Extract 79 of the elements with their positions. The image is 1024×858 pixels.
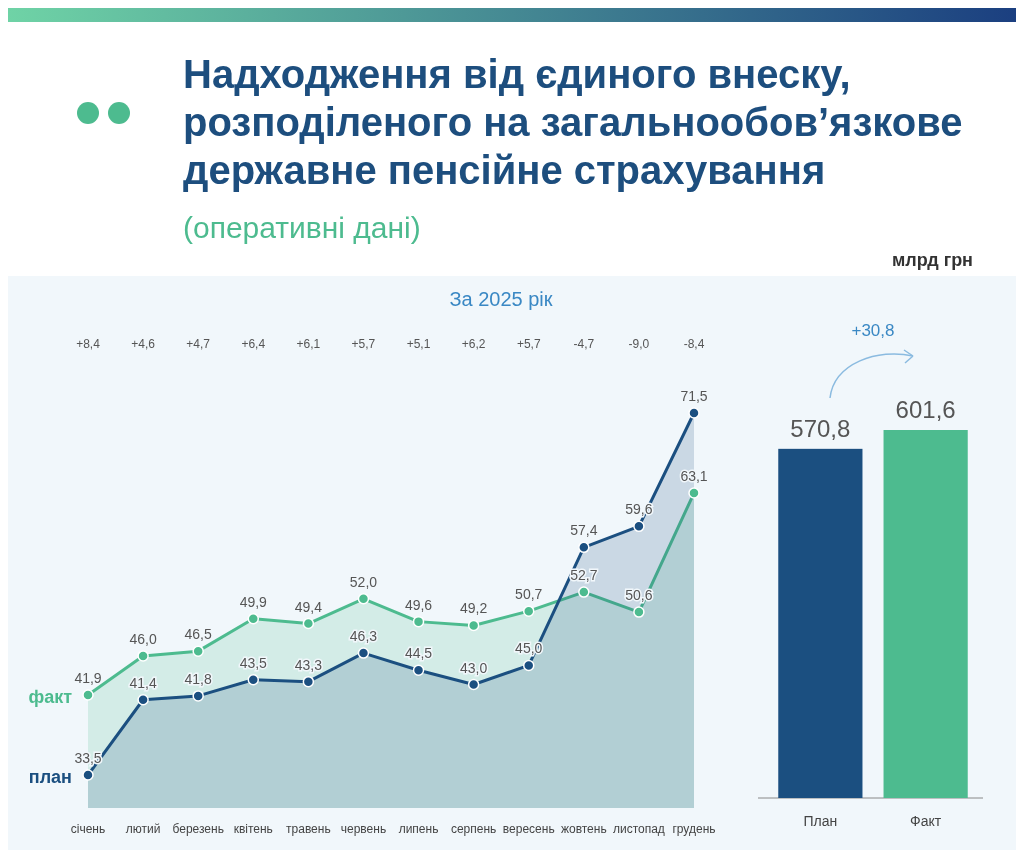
- series-label: план: [28, 767, 72, 787]
- point: [137, 693, 149, 706]
- data-label: 46,3: [349, 628, 378, 645]
- text: +5,7: [351, 337, 376, 351]
- x-tick-label: травень: [286, 822, 331, 836]
- data-label: 52,7: [570, 567, 598, 584]
- data-label: 71,5: [680, 388, 708, 404]
- data-label: 41,4: [129, 674, 157, 691]
- point: [137, 650, 149, 662]
- point: [633, 520, 645, 533]
- data-label: 50,7: [515, 586, 543, 603]
- point: [247, 613, 260, 625]
- data-label: 44,5: [404, 645, 433, 662]
- point: [578, 586, 590, 598]
- point: [82, 769, 94, 781]
- x-tick-label: Факт: [910, 813, 942, 829]
- data-label: 46,5: [184, 626, 213, 643]
- x-tick-label: лютий: [125, 822, 161, 836]
- point: [357, 647, 370, 659]
- data-label: 41,9: [74, 669, 102, 686]
- point: [302, 617, 315, 630]
- x-tick-label: січень: [70, 822, 106, 836]
- point: [82, 689, 94, 701]
- x-tick-label: квітень: [233, 822, 273, 836]
- text: млрд грн: [891, 250, 973, 270]
- point: [247, 673, 260, 686]
- x-tick-label: серпень: [450, 822, 497, 836]
- point: [192, 690, 204, 702]
- x-tick-label: березень: [172, 822, 224, 836]
- point: [412, 615, 425, 628]
- point: [688, 487, 700, 499]
- data-label: 52,0: [349, 573, 378, 590]
- data-label: 570,8: [790, 414, 851, 442]
- text: +6,1: [296, 337, 321, 351]
- text: +5,7: [516, 337, 541, 351]
- text: +6,2: [461, 337, 486, 351]
- x-tick-label: листопад: [612, 822, 665, 836]
- text: +5,1: [406, 337, 431, 351]
- x-tick-label: План: [803, 813, 838, 829]
- data-label: 41,8: [184, 670, 213, 687]
- data-label: 43,3: [294, 656, 323, 673]
- data-label: 43,5: [239, 654, 268, 671]
- data-label: 601,6: [895, 396, 956, 423]
- x-tick-label: жовтень: [560, 822, 607, 836]
- text: +4,7: [186, 337, 211, 351]
- x-tick-label: грудень: [672, 822, 716, 836]
- x-tick-label: червень: [340, 822, 387, 836]
- point: [578, 541, 590, 554]
- text: За 2025 рік: [449, 288, 553, 310]
- data-label: 46,0: [129, 630, 157, 647]
- text: -9,0: [628, 337, 650, 351]
- text: -8,4: [683, 337, 705, 351]
- data-label: 49,2: [460, 600, 488, 617]
- data-label: 49,9: [239, 593, 268, 610]
- point: [688, 407, 700, 419]
- point: [357, 593, 370, 605]
- data-label: 43,0: [460, 659, 488, 676]
- point: [467, 678, 480, 691]
- point: [633, 606, 645, 618]
- point: [302, 675, 315, 688]
- text: +30,8: [851, 321, 895, 340]
- data-label: 49,4: [294, 598, 323, 615]
- point: [412, 664, 425, 676]
- text: +6,4: [241, 337, 266, 351]
- point: [522, 659, 535, 672]
- chart-subtitle: (оперативні дані): [183, 211, 421, 244]
- data-label: 57,4: [570, 522, 598, 539]
- data-label: 49,6: [404, 596, 433, 613]
- text: +4,6: [131, 337, 156, 351]
- x-tick-label: вересень: [502, 822, 555, 836]
- point: [467, 619, 480, 632]
- series-label: факт: [28, 686, 73, 707]
- point: [192, 645, 204, 657]
- chart-title: Надходження від єдиного внеску, розподіленого на загальнообов’язкове державне пенсійне страхування: [183, 52, 963, 192]
- text: +8,4: [76, 337, 101, 351]
- point: [522, 605, 535, 617]
- text: -4,7: [573, 337, 595, 351]
- data-label: 63,1: [680, 468, 708, 485]
- x-tick-label: липень: [398, 822, 439, 836]
